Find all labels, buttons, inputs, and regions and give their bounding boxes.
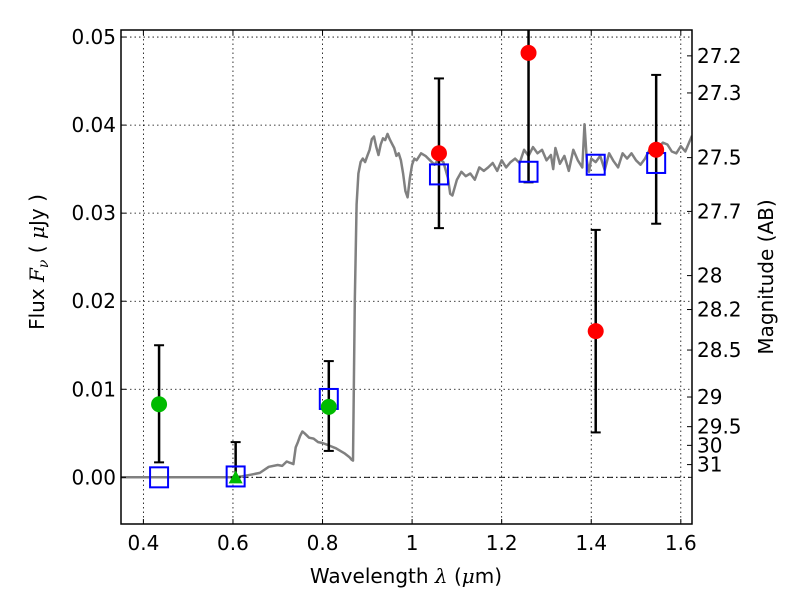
magnitude-tick-label: 27.3 — [697, 81, 742, 105]
magnitude-tick-label: 27.5 — [697, 146, 742, 170]
plot-frame — [120, 29, 693, 525]
model-sed-line — [121, 122, 692, 479]
data-point-circle — [648, 141, 665, 158]
magnitude-tick-label: 28.2 — [697, 298, 742, 322]
y-axis-label: Flux Fν ( μJy ) — [25, 194, 52, 330]
model-photometry-square — [149, 466, 170, 489]
model-photometry-square — [585, 153, 606, 176]
data-point-triangle — [228, 470, 243, 484]
data-point-circle — [151, 396, 168, 413]
markers — [149, 44, 667, 489]
x-tick-label: 1.2 — [486, 531, 518, 555]
y-tick-label: 0.00 — [71, 465, 116, 489]
data-point-circle — [430, 145, 447, 162]
magnitude-tick-label: 30 — [697, 433, 722, 457]
model-photometry-square — [225, 465, 246, 488]
data-point-circle — [320, 398, 337, 415]
y-tick-label: 0.04 — [71, 113, 116, 137]
y-tick-label: 0.03 — [71, 201, 116, 225]
x-axis-label: Wavelength λ (μm) — [310, 564, 502, 588]
magnitude-tick-label: 31 — [697, 453, 722, 477]
magnitude-tick-label: 29.5 — [697, 415, 742, 439]
magnitude-tick-label: 28 — [697, 264, 722, 288]
data-point-circle — [587, 323, 604, 340]
x-tick-label: 0.8 — [307, 531, 339, 555]
y-tick-label: 0.02 — [71, 289, 116, 313]
model-photometry-square — [428, 163, 449, 186]
y-tick-label: 0.01 — [71, 377, 116, 401]
model-photometry-square — [518, 160, 539, 183]
x-tick-label: 0.6 — [217, 531, 249, 555]
magnitude-tick-label: 27.2 — [697, 44, 742, 68]
errorbars — [154, 30, 662, 479]
x-tick-label: 0.4 — [127, 531, 159, 555]
x-tick-label: 1.4 — [575, 531, 607, 555]
y-axis-left: 0.00 0.01 0.02 0.03 0.04 0.05 — [71, 25, 126, 489]
data-point-circle — [520, 44, 537, 61]
x-tick-label: 1.6 — [665, 531, 697, 555]
x-tick-label: 1 — [406, 531, 419, 555]
magnitude-tick-label: 29 — [697, 385, 722, 409]
model-sed-layer — [121, 122, 692, 479]
grid — [121, 30, 692, 524]
y-tick-label: 0.05 — [71, 25, 116, 49]
x-axis: 0.4 0.6 0.8 1 1.2 1.4 1.6 — [127, 30, 697, 555]
magnitude-tick-label: 27.7 — [697, 199, 742, 223]
y-axis-right-label: Magnitude (AB) — [754, 199, 778, 354]
magnitude-tick-label: 28.5 — [697, 338, 742, 362]
